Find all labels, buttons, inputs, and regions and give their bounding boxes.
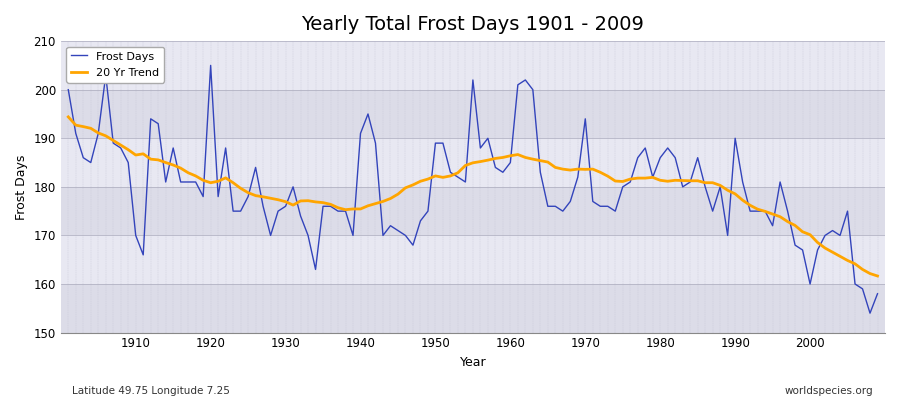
Frost Days [122,160,133,165]
Bar [61,284,885,332]
Bar [61,41,885,90]
Line: Frost Days: Frost Days [68,66,878,313]
20 Yr Trend [333,205,344,210]
20 Yr Trend [505,153,516,158]
Frost Days [505,160,516,165]
Text: worldspecies.org: worldspecies.org [785,386,873,396]
20 Yr Trend [288,203,299,208]
Title: Yearly Total Frost Days 1901 - 2009: Yearly Total Frost Days 1901 - 2009 [302,15,644,34]
Frost Days [865,311,876,316]
Frost Days [872,291,883,296]
Line: 20 Yr Trend: 20 Yr Trend [68,117,878,276]
Y-axis label: Frost Days: Frost Days [15,154,28,220]
Frost Days [205,63,216,68]
Frost Days [340,209,351,214]
Frost Days [295,214,306,218]
X-axis label: Year: Year [460,356,486,369]
20 Yr Trend [498,155,508,160]
20 Yr Trend [872,274,883,278]
Bar [61,138,885,187]
Frost Days [602,204,613,209]
20 Yr Trend [595,170,606,175]
Bar [61,90,885,138]
Text: Latitude 49.75 Longitude 7.25: Latitude 49.75 Longitude 7.25 [72,386,230,396]
20 Yr Trend [63,114,74,119]
Bar [61,236,885,284]
20 Yr Trend [122,147,133,152]
Bar [61,187,885,236]
Frost Days [63,87,74,92]
Frost Days [512,82,523,87]
Legend: Frost Days, 20 Yr Trend: Frost Days, 20 Yr Trend [67,47,164,83]
